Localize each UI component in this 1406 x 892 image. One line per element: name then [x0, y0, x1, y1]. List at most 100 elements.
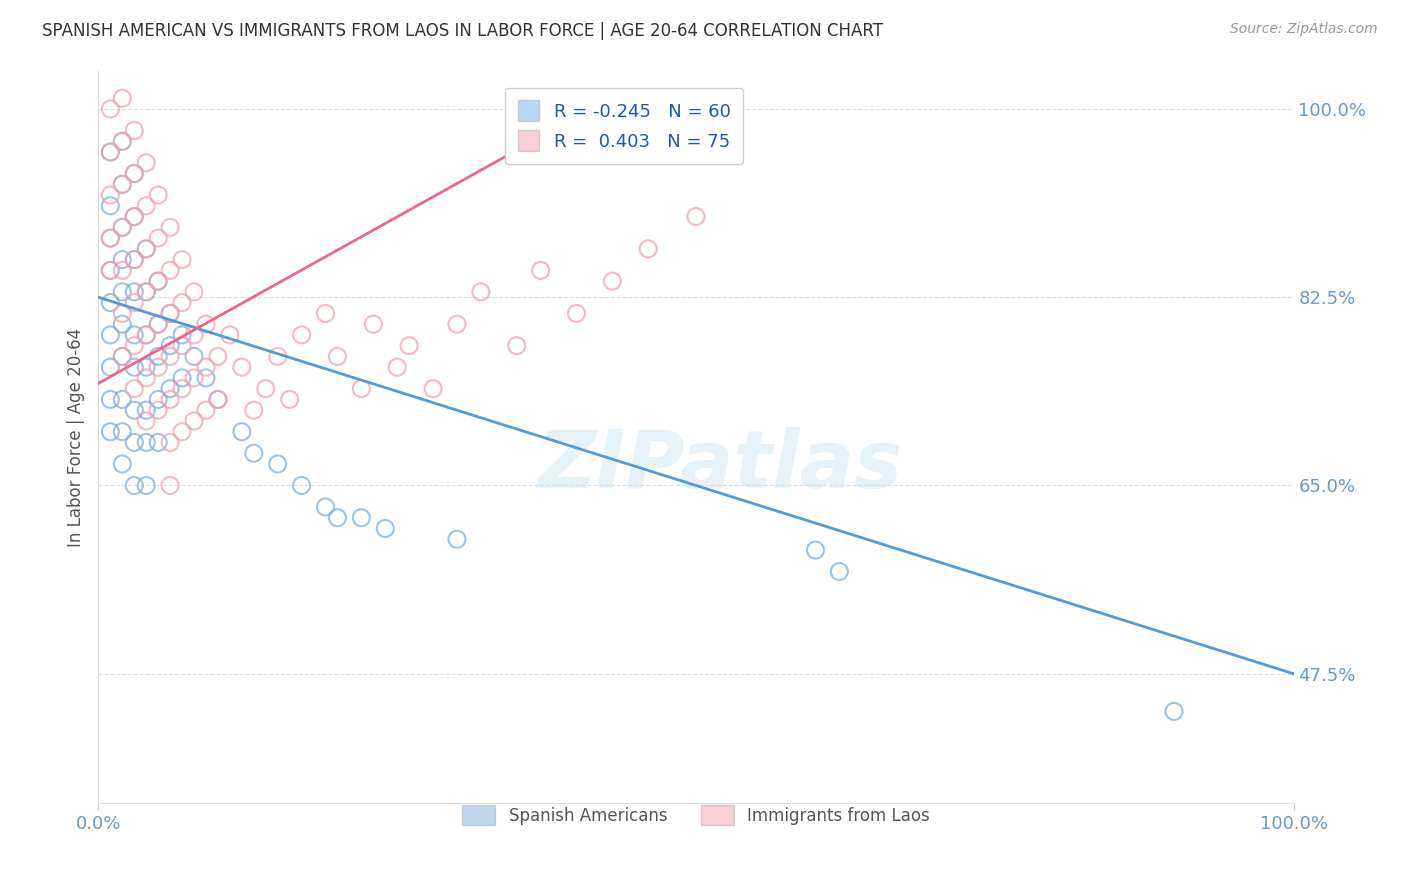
Point: [506, 338, 529, 352]
Point: [828, 565, 851, 579]
Point: [98, 188, 122, 202]
Point: [111, 457, 134, 471]
Point: [111, 306, 134, 320]
Point: [98, 231, 122, 245]
Point: [111, 285, 134, 299]
Point: [172, 425, 194, 439]
Point: [363, 317, 385, 331]
Point: [267, 350, 290, 364]
Point: [195, 371, 218, 385]
Point: [111, 263, 134, 277]
Point: [124, 210, 146, 224]
Point: [148, 317, 170, 331]
Point: [111, 134, 134, 148]
Point: [446, 533, 468, 547]
Point: [135, 360, 157, 375]
Point: [326, 510, 349, 524]
Point: [124, 252, 146, 267]
Point: [111, 178, 134, 192]
Point: [1163, 705, 1185, 719]
Point: [135, 403, 157, 417]
Point: [111, 252, 134, 267]
Point: [124, 167, 146, 181]
Point: [530, 263, 553, 277]
Point: [111, 220, 134, 235]
Legend: Spanish Americans, Immigrants from Laos: Spanish Americans, Immigrants from Laos: [451, 796, 941, 835]
Point: [98, 263, 122, 277]
Point: [207, 350, 229, 364]
Point: [98, 295, 122, 310]
Point: [172, 382, 194, 396]
Point: [350, 382, 373, 396]
Point: [124, 252, 146, 267]
Point: [98, 145, 122, 159]
Point: [172, 295, 194, 310]
Point: [148, 403, 170, 417]
Point: [124, 478, 146, 492]
Point: [124, 382, 146, 396]
Point: [195, 317, 218, 331]
Point: [231, 425, 253, 439]
Point: [374, 521, 396, 535]
Text: ZIPatlas: ZIPatlas: [537, 427, 903, 506]
Point: [124, 123, 146, 137]
Point: [148, 360, 170, 375]
Point: [135, 285, 157, 299]
Point: [124, 167, 146, 181]
Point: [183, 285, 205, 299]
Point: [291, 327, 314, 342]
Point: [124, 338, 146, 352]
Point: [98, 263, 122, 277]
Point: [207, 392, 229, 407]
Point: [243, 446, 266, 460]
Point: [135, 435, 157, 450]
Point: [135, 242, 157, 256]
Point: [637, 242, 659, 256]
Point: [602, 274, 624, 288]
Point: [148, 350, 170, 364]
Point: [159, 435, 181, 450]
Point: [135, 327, 157, 342]
Point: [98, 327, 122, 342]
Point: [159, 392, 181, 407]
Point: [135, 199, 157, 213]
Point: [398, 338, 420, 352]
Point: [148, 274, 170, 288]
Point: [148, 231, 170, 245]
Point: [219, 327, 242, 342]
Point: [148, 435, 170, 450]
Point: [350, 510, 373, 524]
Y-axis label: In Labor Force | Age 20-64: In Labor Force | Age 20-64: [66, 327, 84, 547]
Point: [148, 392, 170, 407]
Point: [231, 360, 253, 375]
Point: [685, 210, 707, 224]
Point: [98, 102, 122, 116]
Point: [183, 414, 205, 428]
Point: [98, 145, 122, 159]
Point: [148, 317, 170, 331]
Point: [159, 306, 181, 320]
Point: [243, 403, 266, 417]
Point: [385, 360, 409, 375]
Point: [315, 500, 337, 514]
Point: [470, 285, 492, 299]
Point: [159, 478, 181, 492]
Point: [565, 306, 588, 320]
Point: [172, 338, 194, 352]
Point: [124, 285, 146, 299]
Point: [207, 392, 229, 407]
Point: [183, 327, 205, 342]
Point: [172, 371, 194, 385]
Point: [111, 350, 134, 364]
Text: Source: ZipAtlas.com: Source: ZipAtlas.com: [1230, 22, 1378, 37]
Point: [159, 350, 181, 364]
Point: [135, 414, 157, 428]
Point: [148, 188, 170, 202]
Point: [111, 392, 134, 407]
Point: [111, 317, 134, 331]
Point: [98, 231, 122, 245]
Point: [111, 350, 134, 364]
Point: [98, 425, 122, 439]
Point: [135, 156, 157, 170]
Point: [98, 392, 122, 407]
